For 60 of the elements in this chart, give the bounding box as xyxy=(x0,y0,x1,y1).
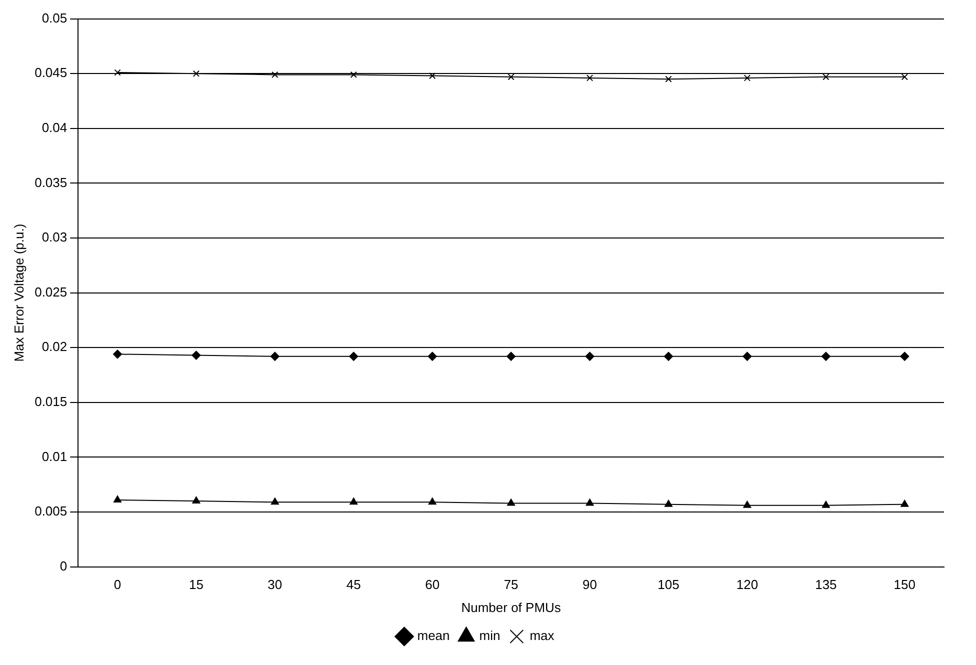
x-tick-label: 30 xyxy=(268,577,282,592)
y-axis-title: Max Error Voltage (p.u.) xyxy=(11,224,26,362)
x-tick-label: 45 xyxy=(346,577,361,592)
point xyxy=(428,498,436,505)
x-axis-title: Number of PMUs xyxy=(461,600,562,615)
point xyxy=(665,76,672,82)
point xyxy=(664,500,672,507)
point xyxy=(507,498,516,506)
legend-label: min xyxy=(479,628,500,644)
y-tick-label: 0.005 xyxy=(34,504,68,519)
point xyxy=(586,74,594,82)
x-tick-label: 90 xyxy=(582,577,598,592)
point xyxy=(349,352,358,361)
legend-label: max xyxy=(530,628,555,644)
point xyxy=(901,74,908,80)
point xyxy=(192,350,201,360)
point xyxy=(664,352,673,361)
point xyxy=(586,498,594,506)
x-tick-label: 105 xyxy=(658,577,680,592)
y-tick-label: 0.04 xyxy=(42,120,68,135)
x-tick-label: 135 xyxy=(815,577,837,592)
y-tick-label: 0.015 xyxy=(34,394,68,409)
y-tick-label: 0 xyxy=(60,558,68,574)
point xyxy=(821,352,830,361)
x-tick-label: 0 xyxy=(114,577,122,592)
y-tick-label: 0.01 xyxy=(42,448,68,464)
point xyxy=(192,70,200,77)
point xyxy=(270,352,280,361)
point xyxy=(350,498,358,505)
y-tick-label: 0.05 xyxy=(42,10,68,26)
point xyxy=(744,74,751,82)
point xyxy=(272,71,278,78)
point xyxy=(508,74,514,80)
point xyxy=(112,350,122,359)
x-tick-label: 150 xyxy=(894,577,916,592)
y-tick-label: 0.045 xyxy=(34,65,68,80)
point xyxy=(506,352,516,361)
x-tick-label: 60 xyxy=(425,577,440,592)
point xyxy=(192,496,200,504)
point xyxy=(114,69,121,76)
point xyxy=(585,352,594,361)
point xyxy=(900,352,910,361)
point xyxy=(429,72,436,80)
x-tick-label: 75 xyxy=(504,577,518,592)
x-tick-label: 120 xyxy=(736,577,758,592)
y-tick-label: 0.035 xyxy=(34,174,68,190)
legend-label: mean xyxy=(417,628,450,644)
point xyxy=(822,500,830,508)
point xyxy=(350,71,357,78)
point xyxy=(114,495,122,502)
y-tick-label: 0.025 xyxy=(34,284,68,300)
y-tick-label: 0.02 xyxy=(42,339,68,354)
y-tick-label: 0.03 xyxy=(42,230,68,245)
point xyxy=(270,498,279,505)
point xyxy=(900,500,909,507)
point xyxy=(743,500,752,508)
point xyxy=(428,352,437,361)
x-tick-label: 15 xyxy=(188,577,204,592)
point xyxy=(822,74,830,80)
point xyxy=(742,352,752,361)
